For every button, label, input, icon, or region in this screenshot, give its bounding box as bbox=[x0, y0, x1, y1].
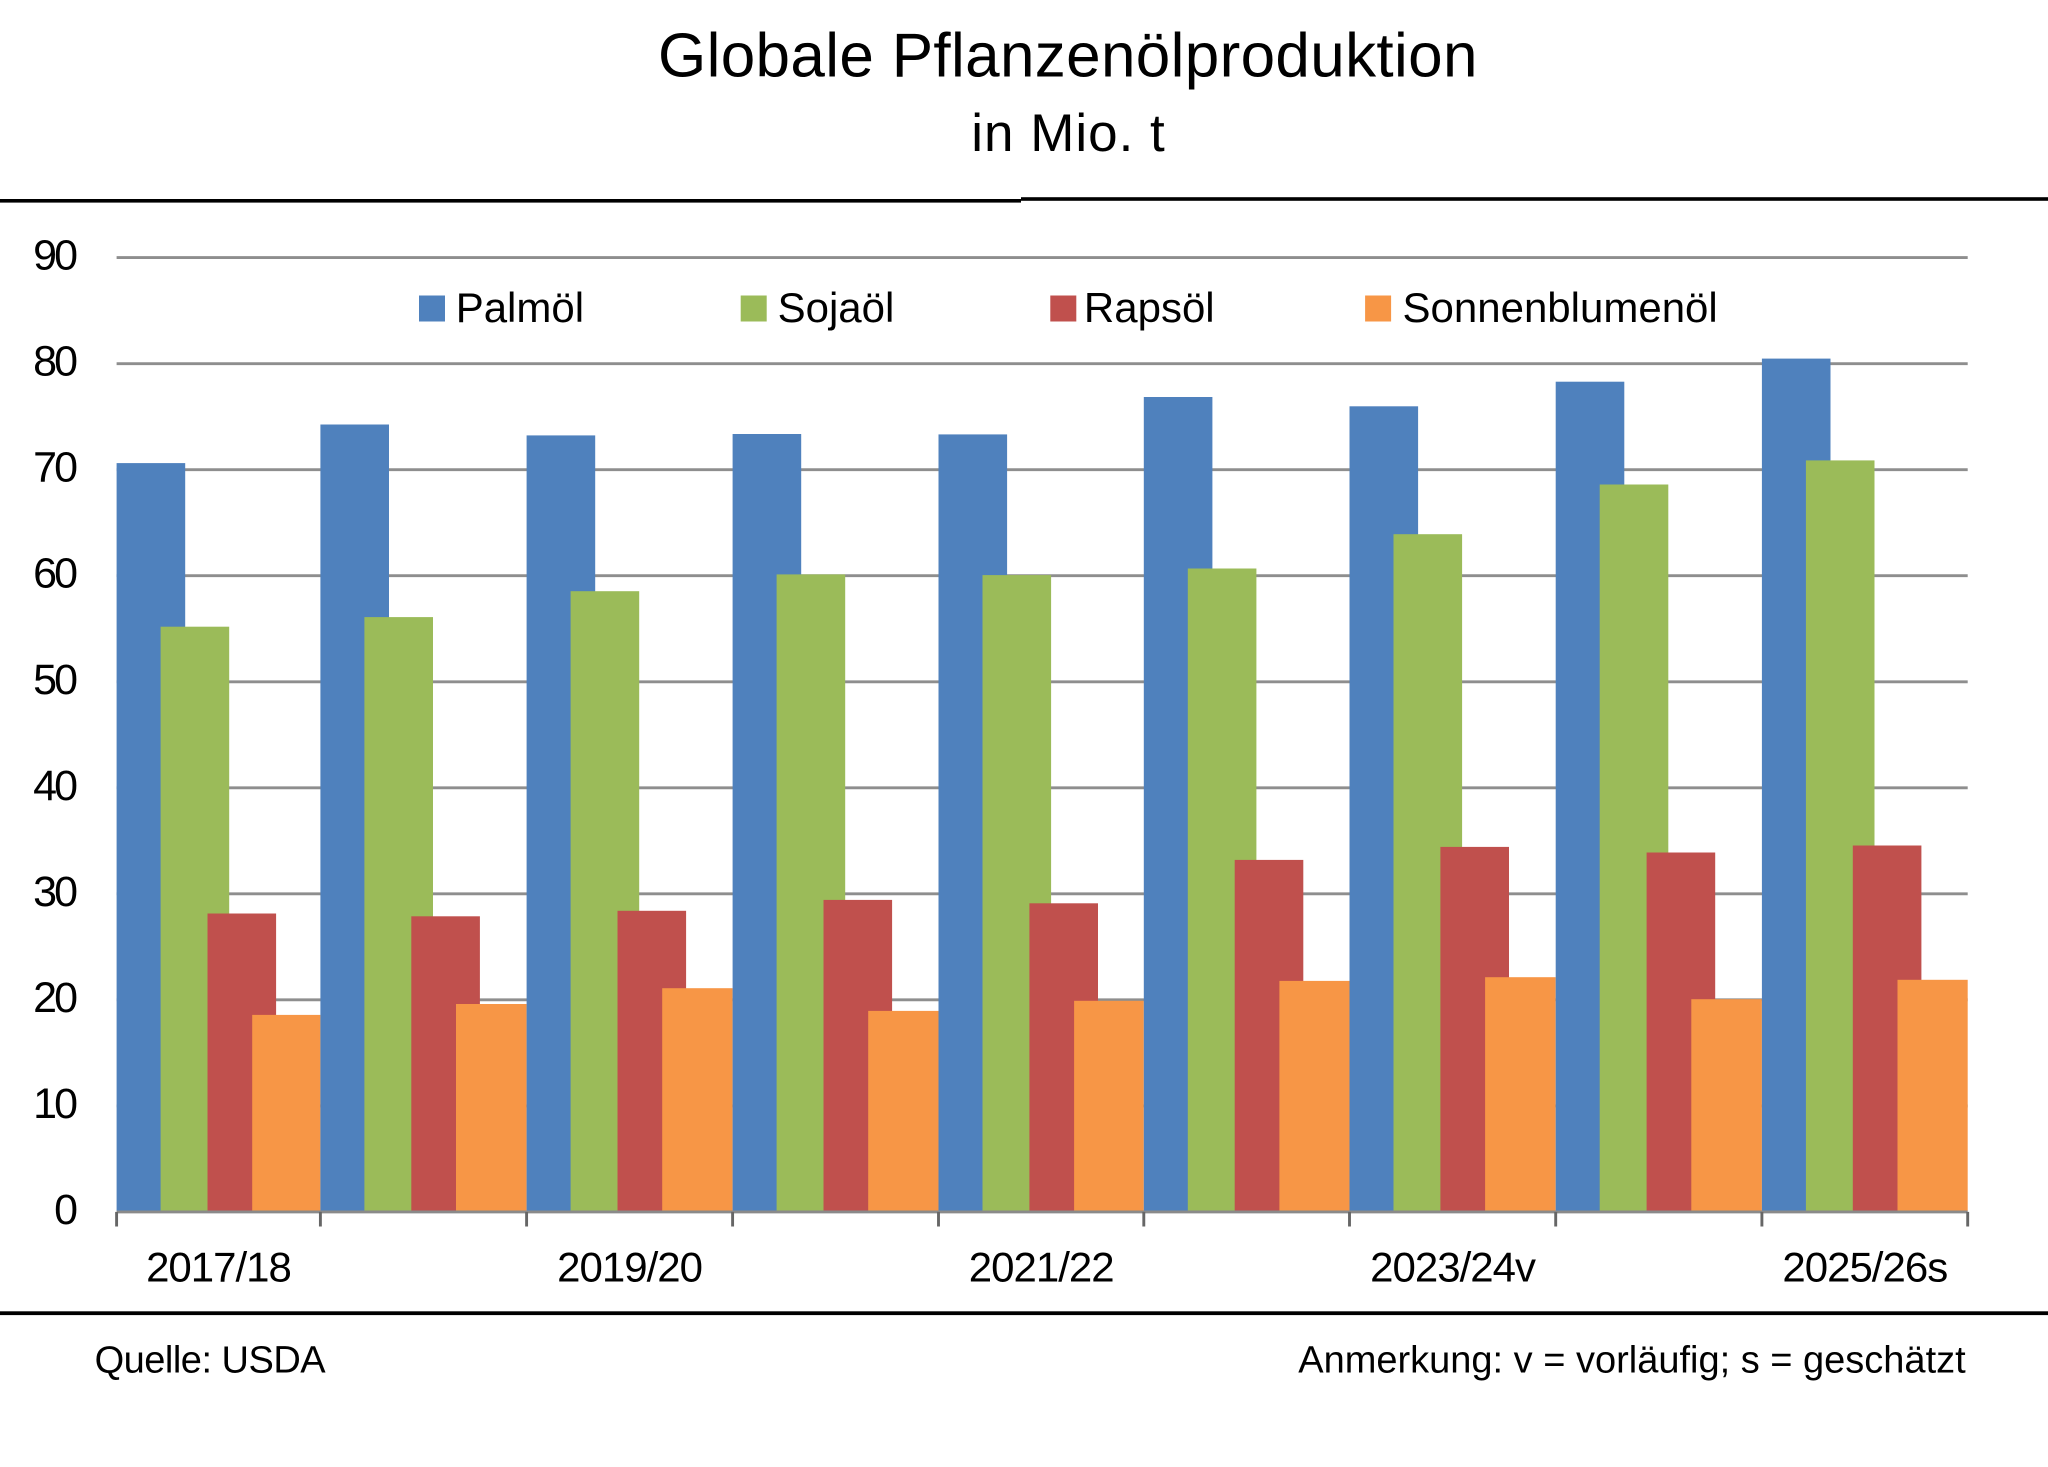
svg-text:90: 90 bbox=[33, 232, 77, 280]
svg-text:Sonnenblumenöl: Sonnenblumenöl bbox=[1403, 284, 1718, 331]
svg-text:2021/22: 2021/22 bbox=[969, 1244, 1114, 1291]
svg-text:10: 10 bbox=[33, 1080, 77, 1128]
svg-text:30: 30 bbox=[33, 868, 77, 916]
svg-text:70: 70 bbox=[33, 444, 77, 492]
svg-text:Sojaöl: Sojaöl bbox=[778, 284, 895, 331]
svg-text:2023/24v: 2023/24v bbox=[1370, 1244, 1536, 1291]
svg-text:2025/26s: 2025/26s bbox=[1782, 1244, 1947, 1291]
svg-text:Quelle: USDA: Quelle: USDA bbox=[95, 1340, 327, 1382]
svg-text:50: 50 bbox=[33, 656, 77, 704]
svg-text:2017/18: 2017/18 bbox=[146, 1244, 291, 1291]
svg-text:Anmerkung: v = vorläufig; s =: Anmerkung: v = vorläufig; s = geschätzt bbox=[1298, 1340, 1966, 1382]
svg-text:Rapsöl: Rapsöl bbox=[1084, 284, 1215, 331]
svg-text:80: 80 bbox=[33, 338, 77, 386]
svg-text:Globale Pflanzenölproduktion: Globale Pflanzenölproduktion bbox=[658, 21, 1478, 90]
svg-text:40: 40 bbox=[33, 762, 77, 810]
svg-text:0: 0 bbox=[54, 1186, 77, 1234]
svg-text:60: 60 bbox=[33, 550, 77, 598]
svg-text:Palmöl: Palmöl bbox=[456, 284, 584, 331]
svg-text:in Mio. t: in Mio. t bbox=[971, 104, 1166, 163]
svg-text:2019/20: 2019/20 bbox=[557, 1244, 702, 1291]
svg-text:20: 20 bbox=[33, 974, 77, 1022]
